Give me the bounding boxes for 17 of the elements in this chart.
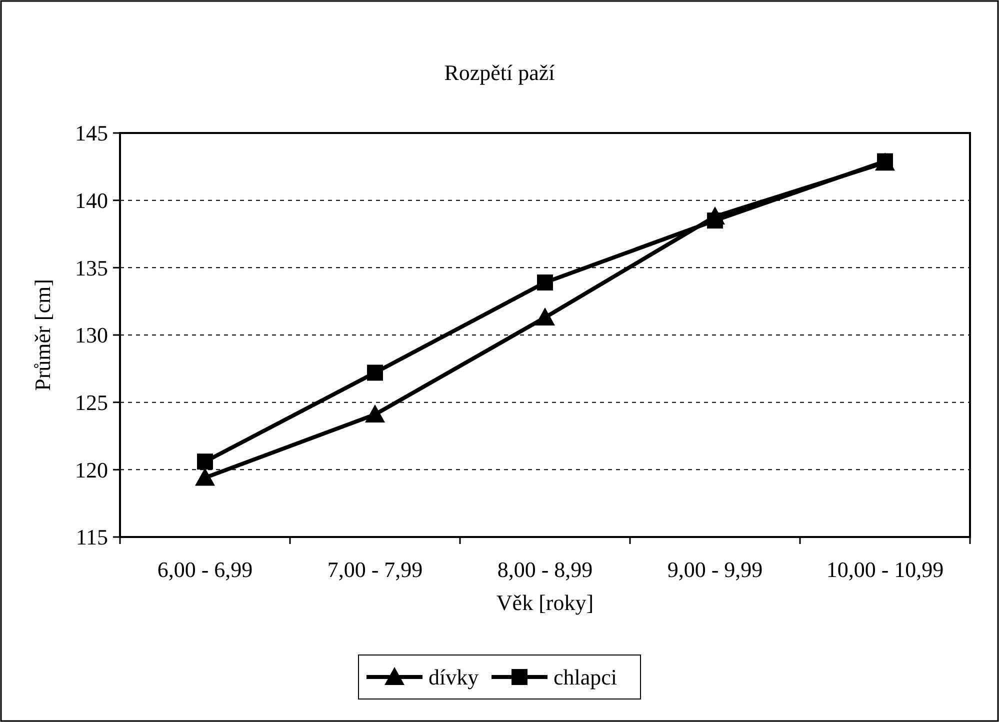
x-tick-label: 7,00 - 7,99 <box>327 557 423 582</box>
chart-title: Rozpětí paží <box>444 60 555 85</box>
x-tick-label: 9,00 - 9,99 <box>667 557 763 582</box>
y-tick-label: 140 <box>75 188 108 214</box>
x-tick-label: 6,00 - 6,99 <box>157 557 253 582</box>
y-tick-label: 125 <box>75 390 108 416</box>
y-axis-title: Průměr [cm] <box>30 279 55 391</box>
y-tick-label: 115 <box>76 524 108 550</box>
y-tick-label: 130 <box>75 322 108 348</box>
legend-label: chlapci <box>554 664 618 690</box>
y-tick-label: 145 <box>75 120 108 146</box>
x-axis-title: Věk [roky] <box>496 590 594 615</box>
x-tick-label: 8,00 - 8,99 <box>497 557 593 582</box>
y-tick-label: 135 <box>75 255 108 280</box>
y-tick-label: 120 <box>75 457 108 482</box>
legend-label: dívky <box>428 664 479 690</box>
x-tick-label: 10,00 - 10,99 <box>826 557 944 582</box>
